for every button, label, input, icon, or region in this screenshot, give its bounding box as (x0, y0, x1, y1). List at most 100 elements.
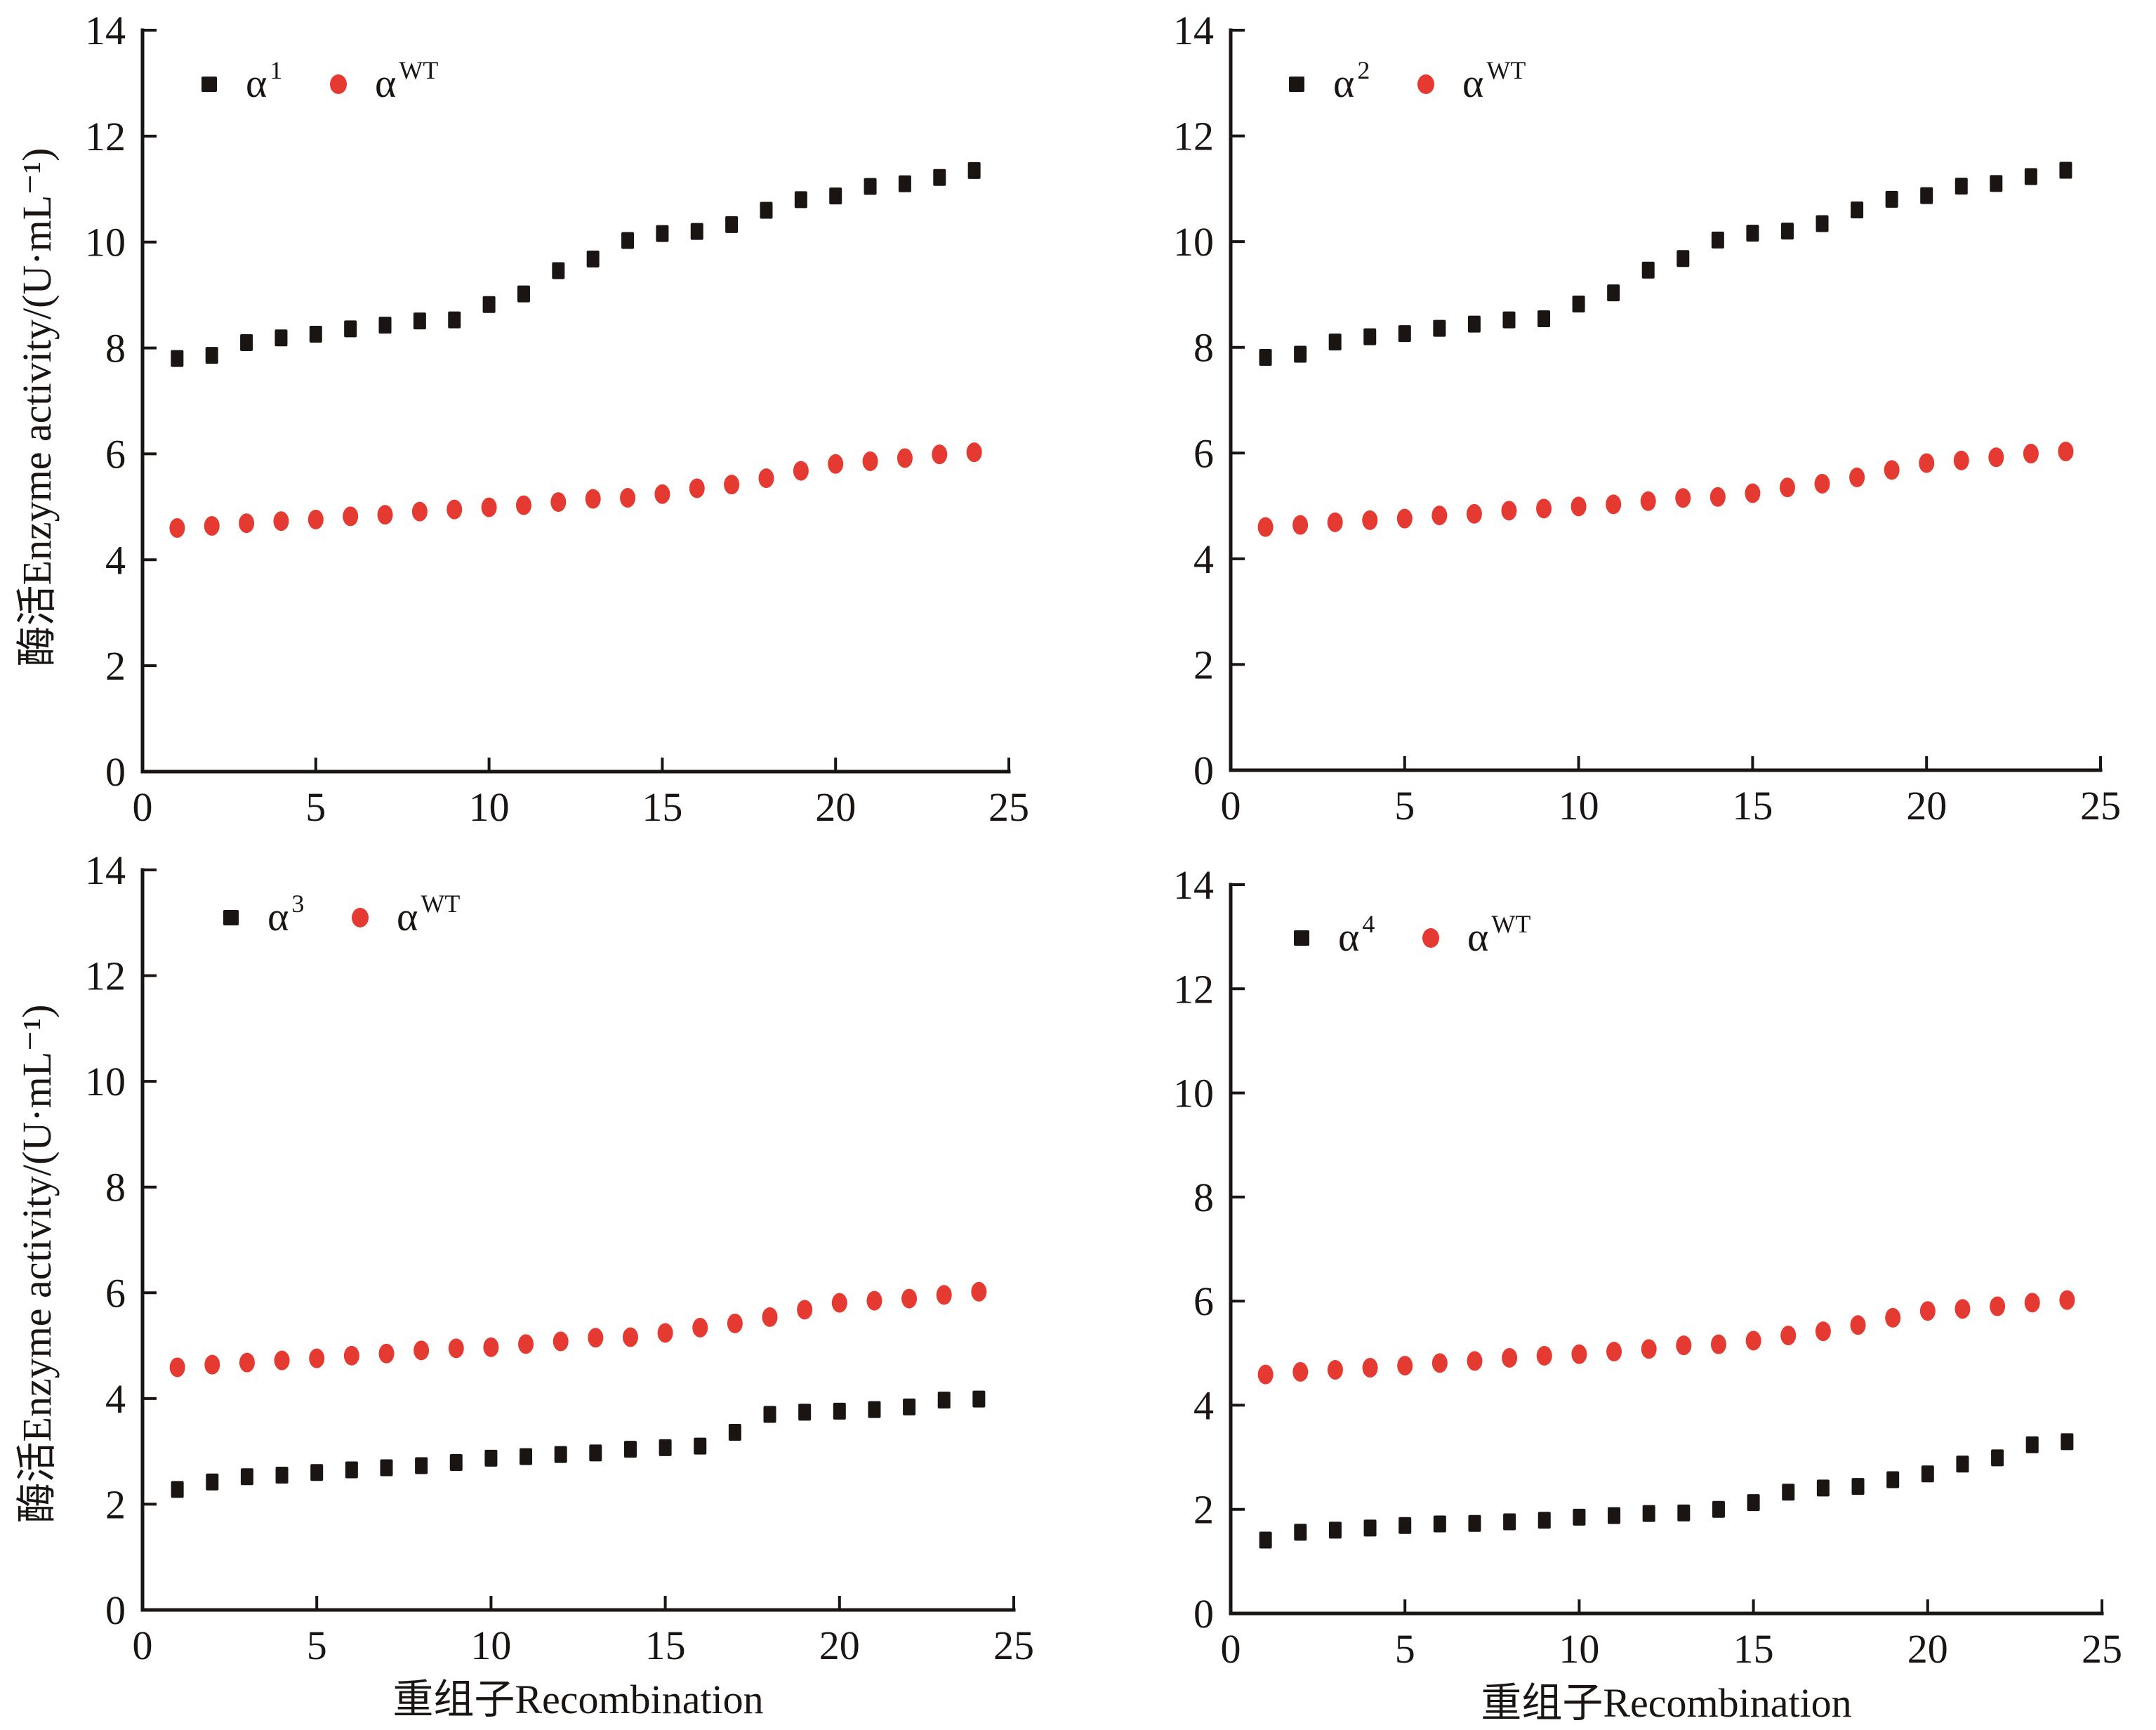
data-point-circle (1257, 1364, 1274, 1385)
data-point-square (864, 178, 877, 195)
data-point-circle (483, 1337, 499, 1357)
y-tick-label: 14 (85, 8, 126, 53)
data-point-circle (1292, 515, 1309, 535)
data-point-circle (1466, 503, 1482, 524)
legend-label-base: α (375, 60, 396, 106)
data-point-square (240, 334, 253, 352)
data-point-square (517, 285, 530, 303)
chart-panel-bottom-left: 0 2 4 6 8 10 12 14 0 5 10 15 20 25 酶活Enzyme activity/(… (14, 847, 1034, 1722)
y-tick-label: 14 (1173, 8, 1214, 53)
data-point-square (1468, 1514, 1481, 1532)
data-point-square (933, 169, 946, 186)
data-point-square (1363, 328, 1377, 345)
y-tick-label: 0 (1193, 1591, 1214, 1637)
x-tick-label: 25 (988, 784, 1029, 830)
x-tick-label: 25 (2080, 783, 2121, 828)
data-point-circle (1396, 508, 1413, 529)
data-point-square (967, 161, 981, 179)
data-point-square (205, 347, 218, 364)
legend-marker-square (1289, 77, 1304, 92)
data-point-circle (309, 1348, 325, 1368)
data-point-circle (1640, 491, 1656, 511)
legend-label-superscript: WT (1486, 56, 1526, 84)
data-point-square (1955, 178, 1968, 195)
data-point-square (694, 1437, 707, 1455)
legend-label-base: α (267, 894, 289, 939)
data-point-square (378, 317, 392, 334)
data-point-circle (620, 488, 636, 508)
data-point-circle (1919, 1301, 1936, 1321)
data-point-circle (239, 1352, 255, 1373)
data-point-circle (758, 468, 774, 489)
legend: α 4 α WT (1294, 910, 1530, 960)
data-point-circle (1675, 488, 1691, 508)
data-point-circle (343, 1345, 359, 1366)
series-αWT (1257, 1290, 2075, 1385)
series-α2 (1259, 161, 2072, 367)
x-tick-label: 25 (993, 1623, 1034, 1668)
data-point-circle (936, 1285, 952, 1305)
data-point-circle (1709, 487, 1726, 507)
data-point-circle (343, 506, 359, 527)
data-point-circle (1988, 447, 2004, 468)
data-point-square (380, 1459, 393, 1477)
data-point-square (275, 329, 288, 347)
series-αWT (169, 1281, 987, 1378)
legend-label-superscript: 4 (1362, 910, 1375, 938)
y-axis-title: 酶活Enzyme activity/(U·mL⁻¹) (14, 148, 60, 667)
data-point-square (448, 311, 461, 329)
x-tick-label: 20 (819, 1623, 860, 1668)
x-tick-label: 10 (1559, 783, 1599, 828)
data-point-circle (378, 1343, 395, 1363)
data-point-square (275, 1467, 289, 1484)
data-point-square (659, 1439, 672, 1456)
data-point-circle (2059, 1290, 2075, 1310)
y-tick-label: 4 (1193, 1382, 1214, 1428)
data-point-square (1676, 250, 1690, 268)
x-tick-label: 5 (307, 1623, 327, 1668)
x-tick-label: 0 (1221, 783, 1241, 828)
data-point-circle (831, 1293, 847, 1313)
legend-label-base: α (246, 60, 267, 106)
data-point-square (1537, 1512, 1551, 1529)
legend-label-base: α (1467, 914, 1488, 960)
data-point-circle (1953, 450, 1969, 470)
x-tick-label: 0 (133, 1623, 153, 1668)
data-point-square (415, 1457, 428, 1474)
data-point-square (1328, 1521, 1342, 1539)
data-point-circle (1641, 1339, 1657, 1359)
x-tick-label: 20 (815, 784, 856, 830)
data-point-circle (169, 518, 185, 539)
legend-marker-circle (1422, 928, 1439, 948)
data-point-circle (1501, 501, 1517, 521)
y-tick-label: 2 (105, 643, 126, 689)
data-point-square (1816, 215, 1829, 232)
data-point-circle (1571, 1344, 1587, 1364)
y-tick-label: 8 (105, 1165, 126, 1210)
legend-label: α WT (1467, 910, 1530, 960)
data-point-circle (518, 1334, 534, 1354)
data-point-square (1398, 325, 1411, 343)
data-point-square (868, 1401, 881, 1418)
data-point-circle (724, 475, 740, 495)
data-point-square (2061, 1433, 2074, 1451)
data-point-circle (1606, 494, 1622, 515)
data-point-square (1398, 1517, 1412, 1534)
data-point-square (1641, 261, 1655, 279)
y-tick-label: 6 (1193, 1279, 1214, 1324)
data-point-circle (1780, 1326, 1797, 1346)
data-point-square (898, 175, 911, 192)
data-point-square (586, 250, 600, 268)
data-point-circle (689, 478, 705, 498)
data-point-square (1886, 1471, 1900, 1488)
data-point-square (1851, 1478, 1865, 1495)
legend-marker-square (201, 77, 217, 92)
y-tick-label: 10 (85, 220, 126, 265)
data-point-circle (966, 442, 982, 463)
data-point-circle (1362, 510, 1378, 530)
data-point-square (484, 1449, 498, 1467)
data-point-square (413, 312, 426, 330)
